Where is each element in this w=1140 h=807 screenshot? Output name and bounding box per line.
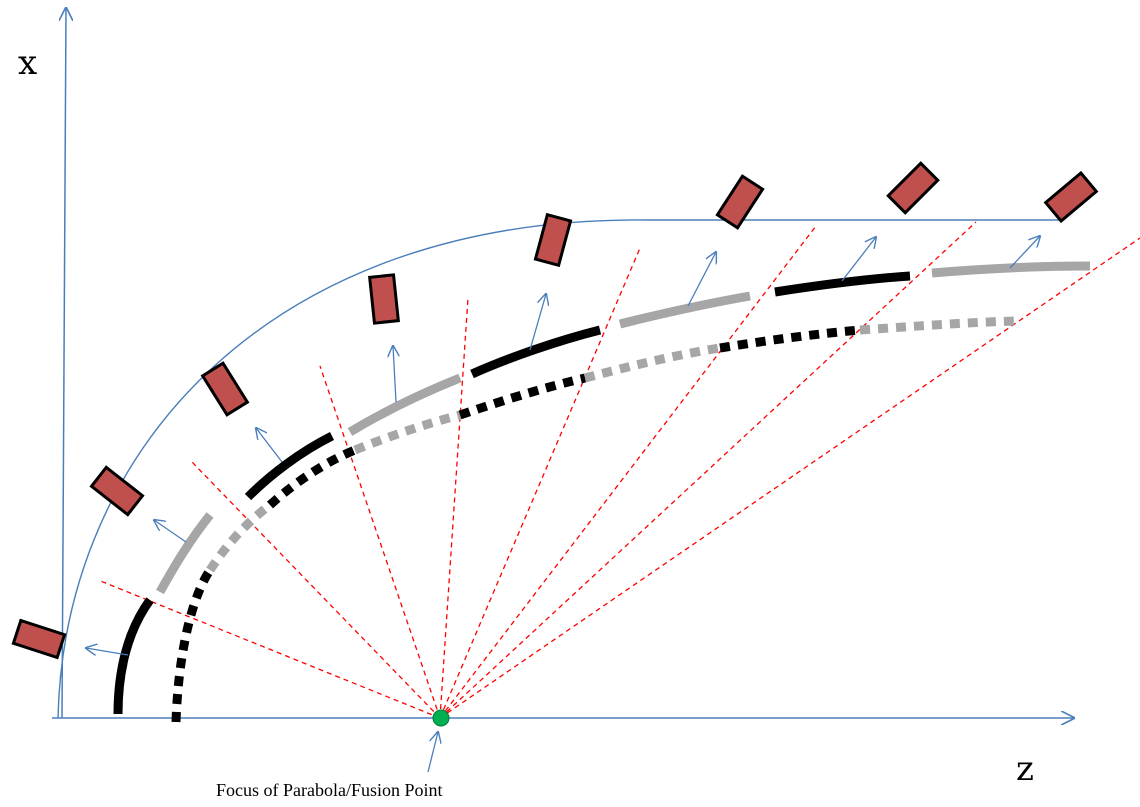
segment-gray <box>156 512 214 595</box>
x-axis <box>62 8 66 719</box>
dotted-segment-gray <box>353 410 462 455</box>
mirror-tile <box>89 465 145 517</box>
z-axis-label: z <box>1016 749 1034 789</box>
normal-arrows <box>86 236 1040 655</box>
segment-black <box>113 597 154 715</box>
dotted-segment-black <box>171 567 214 723</box>
normal-arrow <box>529 294 546 351</box>
dotted-segment-black <box>458 373 587 420</box>
focus-point <box>432 709 450 727</box>
mirror-tile <box>533 212 573 268</box>
mirror-tile <box>200 361 250 417</box>
normal-arrow <box>841 237 876 282</box>
segment-black <box>774 271 911 297</box>
mirror-tile <box>715 174 765 230</box>
ray <box>439 237 1140 719</box>
segment-gray <box>347 373 462 436</box>
ray <box>319 365 441 719</box>
normal-arrow <box>86 648 129 655</box>
segment-black <box>244 431 335 501</box>
segment-black <box>470 325 602 379</box>
ray <box>439 297 469 719</box>
inner-dotted-arc <box>171 316 1019 723</box>
ray <box>439 247 641 719</box>
focus-caption: Focus of Parabola/Fusion Point <box>216 780 443 800</box>
normal-arrow <box>256 428 283 463</box>
dotted-segment-gray <box>583 343 721 383</box>
mirror-tile <box>886 161 940 215</box>
dotted-segment-gray <box>206 501 273 573</box>
ray <box>439 221 977 719</box>
segment-gray <box>618 291 751 329</box>
normal-arrow <box>154 520 187 543</box>
mirror-tile <box>1043 170 1099 224</box>
ray <box>439 225 817 719</box>
mirror-tile <box>11 618 67 660</box>
focus-pointer-arrow <box>427 732 438 773</box>
mirror-tiles <box>11 161 1099 660</box>
dotted-segment-black <box>719 325 861 353</box>
focal-rays <box>97 221 1140 719</box>
x-axis-label: x <box>18 43 38 83</box>
normal-arrow <box>393 346 396 403</box>
dotted-segment-gray <box>859 316 1019 335</box>
dotted-segment-black <box>266 445 357 509</box>
normal-arrow <box>687 252 716 307</box>
outer-parabola-arc <box>57 219 1060 719</box>
mirror-tile <box>368 273 400 325</box>
normal-arrow <box>1009 236 1040 269</box>
ray <box>97 579 441 719</box>
ray <box>191 461 441 719</box>
